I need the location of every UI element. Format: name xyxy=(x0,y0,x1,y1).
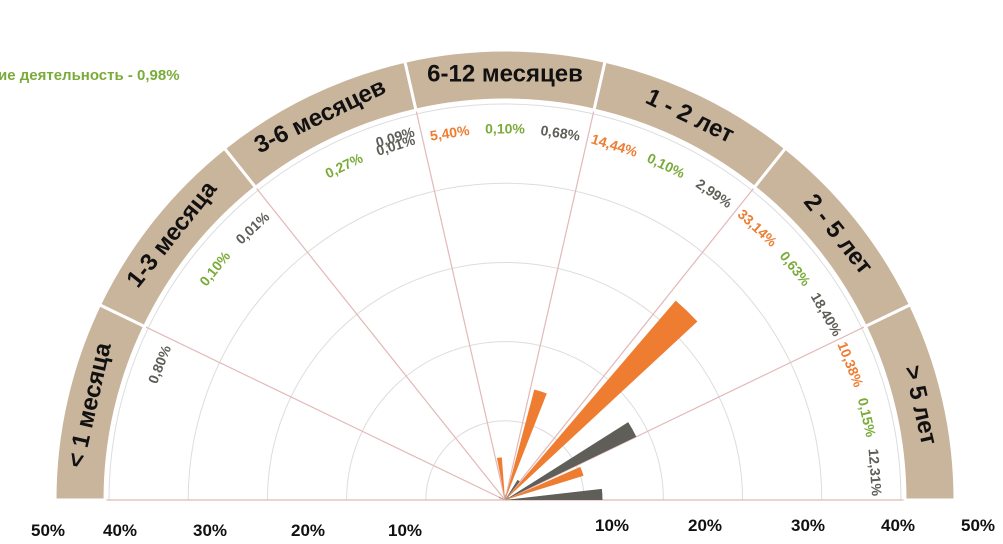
bar-gray xyxy=(499,497,505,500)
bar-green xyxy=(503,498,505,500)
value-label: 0,10% xyxy=(196,248,234,289)
bar-green xyxy=(504,499,505,500)
axis-tick-label-left: 30% xyxy=(193,521,227,540)
spoke-line xyxy=(223,147,506,501)
bar-orange xyxy=(505,389,547,500)
value-label: 0,01% xyxy=(232,208,272,247)
axis-tick-label-left: 40% xyxy=(103,521,137,540)
axis-tick-label-left: 50% xyxy=(31,521,65,540)
grid-ring xyxy=(425,420,585,501)
value-label: 0,68% xyxy=(540,122,582,144)
value-label: 0,63% xyxy=(777,248,815,289)
axis-tick-label-left: 20% xyxy=(291,521,325,540)
value-label: 0,15% xyxy=(855,396,880,439)
spoke-line xyxy=(504,61,606,501)
value-label: 10,38% xyxy=(835,339,867,390)
axis-tick-label-right: 40% xyxy=(881,516,915,535)
axis-tick-label-right: 10% xyxy=(595,516,629,535)
value-label: 5,40% xyxy=(429,122,471,144)
axis-tick-label-right: 30% xyxy=(791,516,825,535)
bar-orange xyxy=(505,466,584,500)
value-label: 12,31% xyxy=(866,448,886,497)
grid-ring xyxy=(266,261,744,501)
value-label: 0,10% xyxy=(485,121,525,137)
category-band xyxy=(53,48,957,502)
axis-tick-label-left: 10% xyxy=(388,521,422,540)
bar-green xyxy=(505,496,510,500)
value-label: 0,80% xyxy=(145,342,175,385)
spoke-line xyxy=(404,61,506,501)
bar-gray xyxy=(505,494,507,500)
bar-gray xyxy=(505,422,637,500)
spoke-line xyxy=(99,304,506,501)
cut-off-label: ие деятельность - 0,98% xyxy=(0,67,180,84)
value-label: 0,27% xyxy=(323,149,366,181)
axis-tick-label-right: 50% xyxy=(961,516,995,535)
spoke-line xyxy=(504,147,787,501)
grid-ring xyxy=(187,182,823,501)
value-label: 18,40% xyxy=(808,290,846,340)
grid-ring xyxy=(108,103,902,501)
value-label: 2,99% xyxy=(693,175,735,211)
bar-orange xyxy=(505,300,698,500)
bar-gray xyxy=(505,488,603,500)
bar-gray xyxy=(505,479,520,500)
category-band-segment xyxy=(863,302,957,502)
bar-orange xyxy=(496,457,505,500)
value-label: 33,14% xyxy=(735,206,781,250)
grid-ring xyxy=(346,341,664,501)
category-label: 6-12 месяцев xyxy=(427,60,583,87)
axis-tick-label-right: 20% xyxy=(688,516,722,535)
value-label: 0,10% xyxy=(645,150,688,182)
value-label: 14,44% xyxy=(589,131,640,160)
bars xyxy=(496,300,698,500)
